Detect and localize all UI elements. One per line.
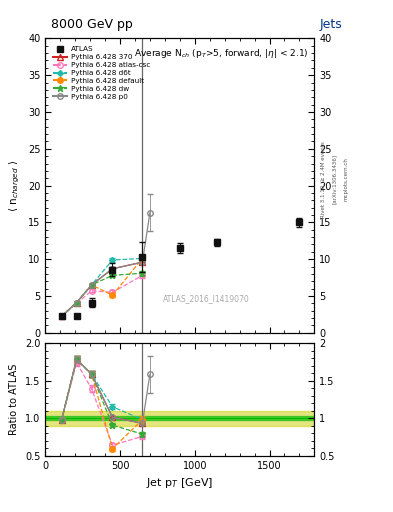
Text: Jets: Jets xyxy=(319,18,342,31)
Text: [arXiv:1306.3436]: [arXiv:1306.3436] xyxy=(332,154,337,204)
Text: 8000 GeV pp: 8000 GeV pp xyxy=(51,18,133,31)
Text: ATLAS_2016_I1419070: ATLAS_2016_I1419070 xyxy=(163,294,250,303)
Text: Rivet 3.1.10, ≥ 2.4M events: Rivet 3.1.10, ≥ 2.4M events xyxy=(320,141,325,218)
Text: Average N$_{ch}$ (p$_{T}$>5, forward, |$\eta$| < 2.1): Average N$_{ch}$ (p$_{T}$>5, forward, |$… xyxy=(134,47,309,60)
Y-axis label: $\langle$ n$_{charged}$ $\rangle$: $\langle$ n$_{charged}$ $\rangle$ xyxy=(8,159,22,212)
Y-axis label: Ratio to ATLAS: Ratio to ATLAS xyxy=(9,364,19,435)
Text: mcplots.cern.ch: mcplots.cern.ch xyxy=(344,157,349,201)
Legend: ATLAS, Pythia 6.428 370, Pythia 6.428 atlas-csc, Pythia 6.428 d6t, Pythia 6.428 : ATLAS, Pythia 6.428 370, Pythia 6.428 at… xyxy=(51,45,152,101)
X-axis label: Jet p$_{T}$ [GeV]: Jet p$_{T}$ [GeV] xyxy=(146,476,213,490)
